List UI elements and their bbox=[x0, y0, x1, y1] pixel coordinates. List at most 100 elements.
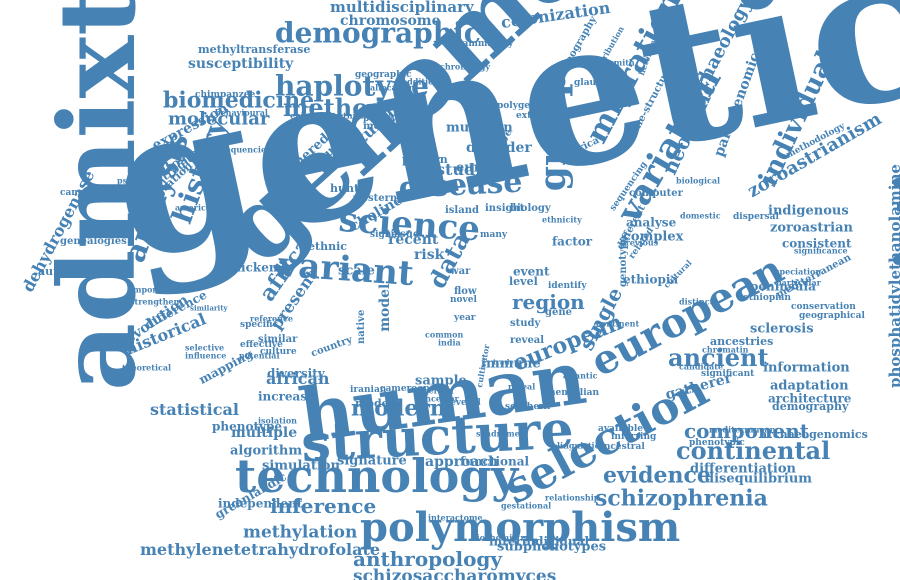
word: technology bbox=[235, 449, 519, 504]
word: ethiopian bbox=[743, 292, 791, 303]
word: biomedicine bbox=[163, 87, 315, 114]
word: relationship bbox=[545, 492, 600, 503]
word: architecture bbox=[768, 391, 852, 406]
word: disequilibrium bbox=[705, 471, 813, 487]
word: inferring bbox=[611, 431, 657, 442]
word: differentiation bbox=[690, 461, 796, 477]
word: sclerosis bbox=[750, 321, 814, 337]
word: demographic bbox=[275, 16, 481, 50]
word: gestational bbox=[501, 500, 552, 511]
word: demography bbox=[772, 400, 849, 414]
word: identify bbox=[548, 280, 587, 291]
word: phenotypic bbox=[689, 437, 745, 448]
word: important bbox=[130, 284, 176, 295]
word: chicken bbox=[225, 260, 278, 275]
word: african bbox=[266, 369, 330, 389]
word: allocation bbox=[370, 82, 415, 93]
word: mendelian bbox=[546, 387, 600, 398]
word: moden bbox=[355, 397, 397, 411]
word: studies bbox=[436, 160, 501, 180]
word: adaptation bbox=[770, 378, 849, 394]
word: frequencies bbox=[218, 144, 271, 155]
word: theoretical bbox=[122, 362, 172, 373]
word: genealogies bbox=[60, 236, 127, 247]
word: sample bbox=[415, 373, 467, 389]
word: scale bbox=[338, 263, 375, 279]
word: chronology bbox=[440, 61, 491, 72]
word: polygenic bbox=[497, 100, 546, 111]
word: reveal bbox=[508, 381, 536, 392]
word: indigenous bbox=[768, 203, 849, 219]
word: tissue bbox=[386, 229, 420, 240]
word: previous bbox=[620, 237, 659, 248]
word: interindividual bbox=[489, 534, 589, 549]
word: methylenetetrahydrofolate bbox=[140, 540, 381, 560]
word: insight bbox=[485, 203, 525, 214]
word: ancestries bbox=[710, 335, 774, 349]
word: reference bbox=[250, 313, 293, 324]
word: factor bbox=[552, 234, 593, 249]
word: phosphatidylethanolamine bbox=[886, 164, 900, 388]
word: polymorphism bbox=[360, 504, 681, 551]
word: ethnic bbox=[308, 240, 347, 254]
word: method bbox=[283, 92, 385, 122]
word: information bbox=[763, 360, 850, 376]
word: region bbox=[512, 290, 585, 314]
word: war bbox=[450, 266, 471, 277]
word: speciation bbox=[775, 266, 822, 277]
word: glaucoma bbox=[574, 77, 623, 88]
word: inference bbox=[270, 494, 377, 518]
word: evidence bbox=[603, 462, 711, 489]
word: blacksmith bbox=[585, 57, 635, 68]
word: biochemistry bbox=[471, 532, 530, 543]
word: functional bbox=[460, 454, 530, 469]
word: biological bbox=[676, 175, 721, 186]
word: schizophrenia bbox=[595, 485, 768, 512]
word: continent bbox=[596, 318, 640, 329]
word: chromatin bbox=[702, 344, 749, 355]
word: model bbox=[377, 283, 393, 332]
word: increase bbox=[258, 389, 315, 404]
word: additional bbox=[402, 76, 448, 87]
word: strengthen bbox=[130, 296, 180, 307]
word: approach bbox=[425, 453, 499, 470]
word: cancerbullatum bbox=[60, 187, 140, 198]
word: selective bbox=[185, 342, 225, 353]
word: ethnicity bbox=[542, 214, 582, 225]
word: atlantic bbox=[563, 370, 598, 381]
word: susceptibility bbox=[188, 55, 294, 72]
word: complex bbox=[623, 229, 684, 245]
word: inflammatory bbox=[446, 38, 514, 49]
word: positive bbox=[363, 113, 403, 124]
word: year bbox=[454, 312, 476, 323]
word: influence bbox=[185, 350, 227, 361]
word: computer bbox=[629, 188, 683, 199]
word: available bbox=[598, 423, 643, 434]
word: several bbox=[445, 397, 481, 408]
word: level bbox=[509, 275, 538, 289]
word: peninsula bbox=[750, 279, 816, 294]
word: simulation bbox=[262, 458, 340, 474]
word: pattern bbox=[402, 153, 448, 167]
word: component bbox=[684, 419, 810, 443]
word: linguistic bbox=[557, 440, 600, 451]
word: mutation bbox=[446, 120, 513, 136]
word: signature bbox=[337, 453, 407, 469]
word: modern bbox=[351, 395, 446, 422]
word: domestic bbox=[680, 210, 721, 221]
word: country bbox=[309, 334, 354, 360]
word: island bbox=[445, 205, 479, 216]
word: biology bbox=[510, 203, 551, 214]
word: autoimmune bbox=[38, 265, 116, 279]
word: native bbox=[356, 309, 367, 344]
word: algorithm bbox=[230, 443, 303, 459]
word: mediterranean bbox=[709, 424, 776, 435]
word: iranian bbox=[350, 384, 387, 395]
word: particular bbox=[776, 277, 821, 288]
word: multiple bbox=[231, 424, 298, 441]
word: continental bbox=[676, 435, 831, 465]
word: hunter bbox=[330, 182, 372, 196]
word: group bbox=[532, 71, 574, 192]
word: independent bbox=[218, 496, 303, 511]
word: distinct bbox=[679, 296, 714, 307]
